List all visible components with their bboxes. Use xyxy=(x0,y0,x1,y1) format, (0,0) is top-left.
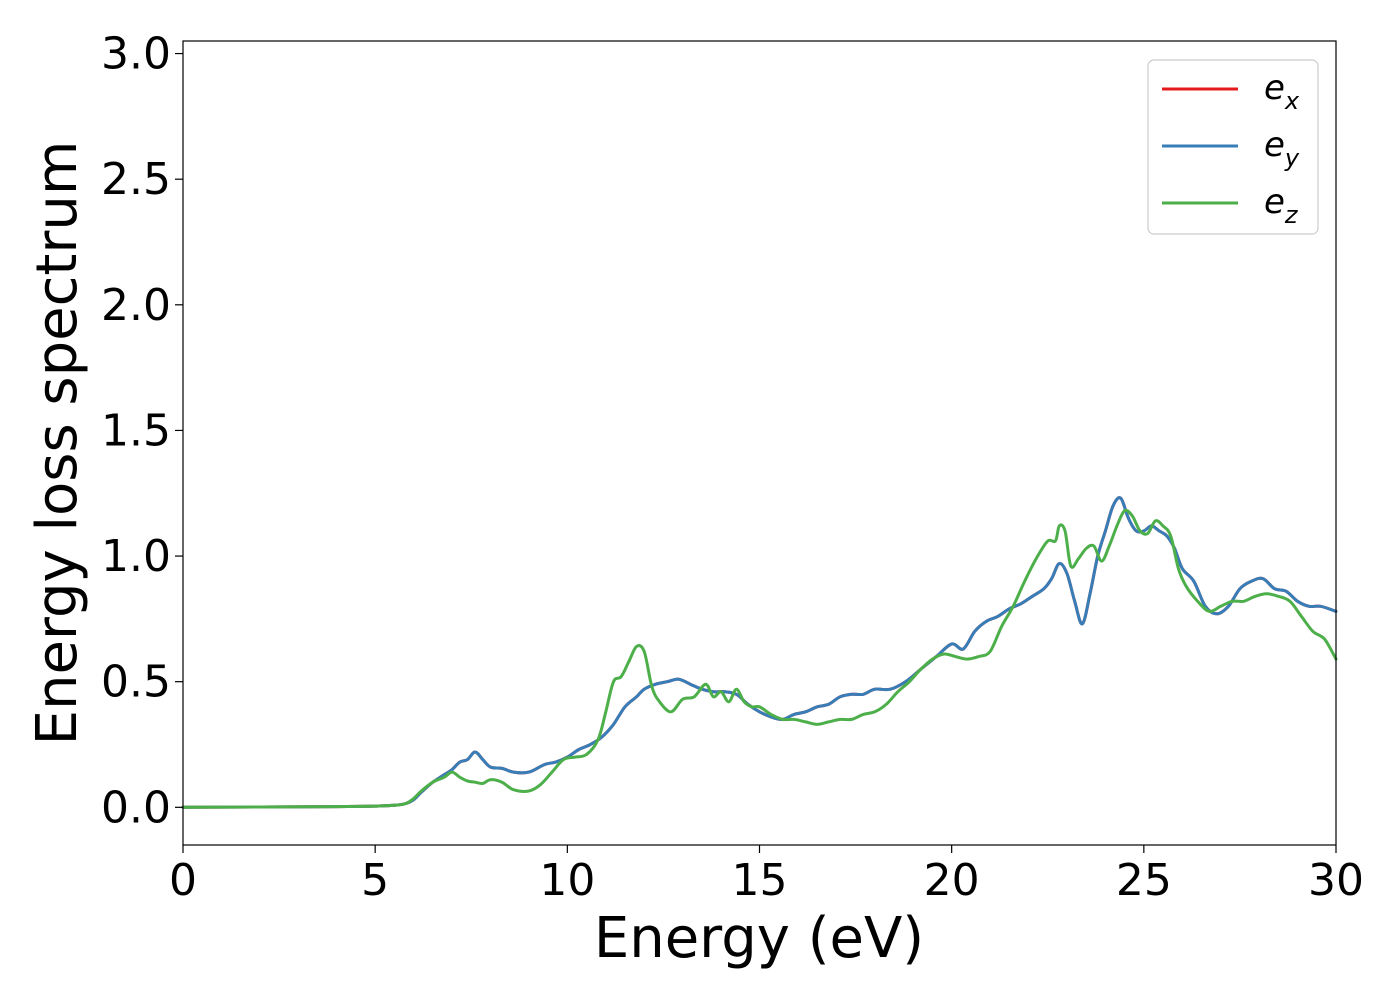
x-axis-ticks: 0 5 10 15 20 25 30 xyxy=(169,845,1364,906)
x-axis-label: Energy (eV) xyxy=(594,906,924,971)
x-tick-label: 5 xyxy=(361,855,389,906)
legend-label-x: ex xyxy=(1264,68,1300,115)
legend-label-base: e xyxy=(1264,125,1285,165)
legend-label-z: ez xyxy=(1264,182,1299,229)
y-tick-label: 0.5 xyxy=(101,657,171,708)
y-tick-label: 3.0 xyxy=(101,29,171,80)
series-line-z xyxy=(181,508,1338,809)
y-tick-label: 2.5 xyxy=(101,154,171,205)
legend-label-subscript: x xyxy=(1284,87,1300,115)
y-tick-label: 2.0 xyxy=(101,280,171,331)
legend-label-subscript: z xyxy=(1284,201,1299,229)
x-tick-label: 0 xyxy=(169,855,197,906)
series-line-y xyxy=(181,496,1338,809)
legend-label-subscript: y xyxy=(1284,144,1300,172)
y-tick-label: 0.0 xyxy=(101,782,171,833)
legend-label-base: e xyxy=(1264,68,1285,108)
y-axis-label: Energy loss spectrum xyxy=(25,141,90,746)
legend-label-base: e xyxy=(1264,182,1285,222)
x-tick-label: 25 xyxy=(1116,855,1172,906)
legend-label-y: ey xyxy=(1264,125,1300,172)
y-axis-ticks: 0.0 0.5 1.0 1.5 2.0 2.5 3.0 xyxy=(101,29,183,833)
x-tick-label: 20 xyxy=(924,855,980,906)
x-tick-label: 15 xyxy=(732,855,788,906)
y-tick-label: 1.0 xyxy=(101,531,171,582)
x-tick-label: 30 xyxy=(1308,855,1364,906)
x-tick-label: 10 xyxy=(539,855,595,906)
y-tick-label: 1.5 xyxy=(101,405,171,456)
series-layer xyxy=(181,496,1338,809)
